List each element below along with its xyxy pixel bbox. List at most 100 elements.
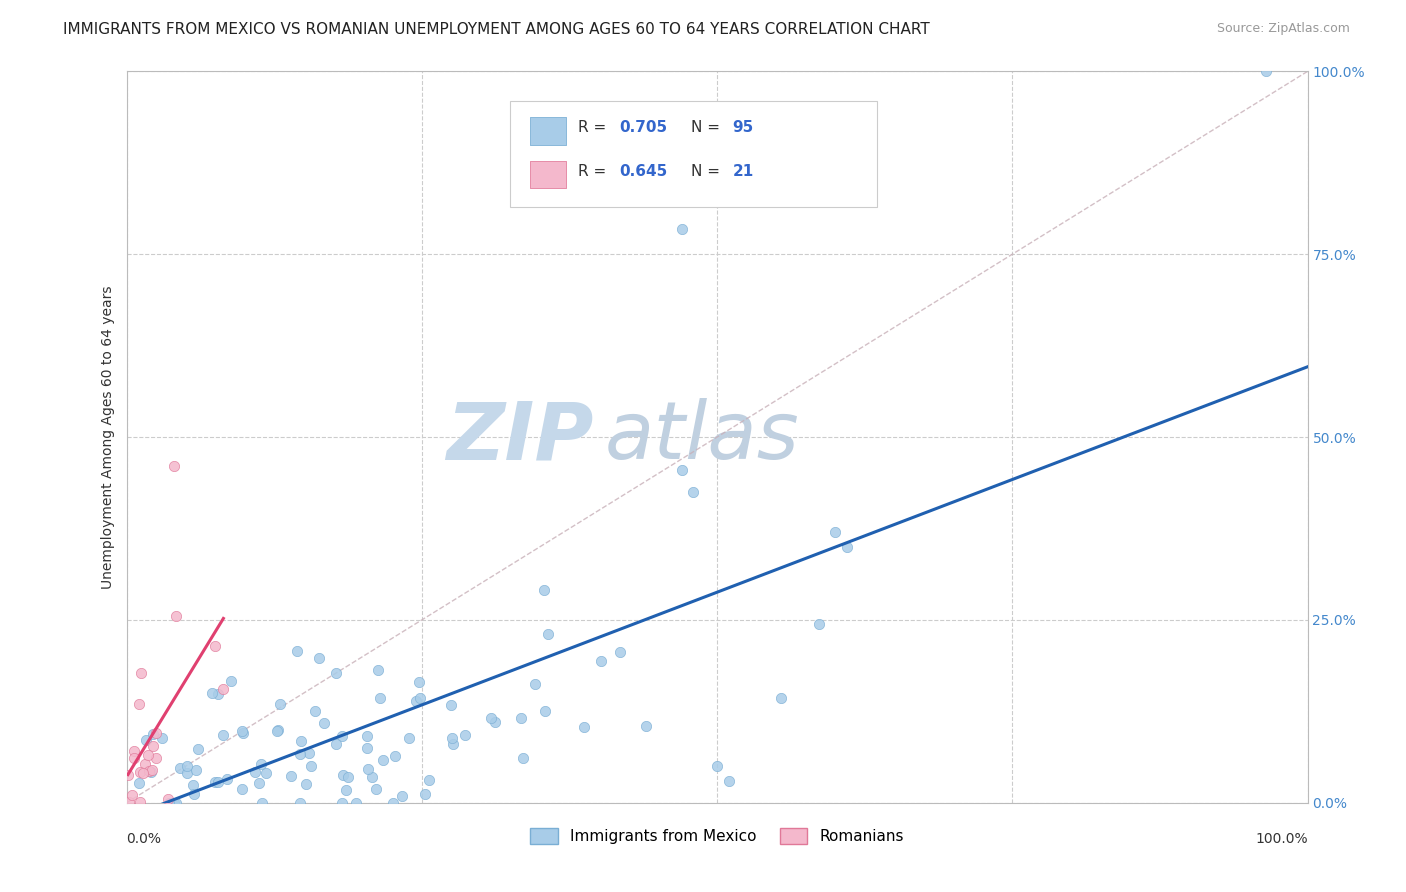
Point bbox=[128, 776, 150, 790]
Point bbox=[367, 663, 389, 677]
Point bbox=[138, 764, 160, 778]
Point bbox=[290, 747, 312, 761]
Point bbox=[145, 751, 167, 765]
Point bbox=[201, 686, 224, 700]
Point bbox=[207, 775, 229, 789]
Point bbox=[441, 737, 464, 751]
Text: R =: R = bbox=[578, 164, 610, 179]
Point bbox=[1256, 64, 1278, 78]
Point bbox=[176, 766, 198, 780]
Point bbox=[117, 767, 139, 781]
Point bbox=[231, 723, 253, 738]
Point bbox=[247, 776, 270, 790]
Point bbox=[128, 697, 150, 711]
Text: 95: 95 bbox=[733, 120, 754, 136]
Point bbox=[304, 704, 326, 718]
Point bbox=[335, 782, 357, 797]
Text: IMMIGRANTS FROM MEXICO VS ROMANIAN UNEMPLOYMENT AMONG AGES 60 TO 64 YEARS CORREL: IMMIGRANTS FROM MEXICO VS ROMANIAN UNEMP… bbox=[63, 22, 929, 37]
Point bbox=[382, 796, 405, 810]
Point bbox=[219, 673, 242, 688]
Point bbox=[134, 757, 156, 772]
Point bbox=[207, 687, 229, 701]
Point bbox=[169, 761, 191, 775]
Point bbox=[231, 781, 253, 796]
Bar bbox=[530, 117, 565, 145]
Point bbox=[330, 796, 353, 810]
Point bbox=[357, 763, 380, 777]
Point bbox=[121, 789, 143, 803]
Point bbox=[835, 540, 858, 554]
Point bbox=[824, 525, 846, 540]
Point bbox=[212, 682, 235, 697]
Point bbox=[135, 733, 157, 747]
Point bbox=[537, 626, 560, 640]
Point bbox=[267, 723, 290, 738]
Point bbox=[717, 773, 740, 788]
Text: 0.645: 0.645 bbox=[619, 164, 668, 179]
Point bbox=[150, 731, 173, 745]
Point bbox=[325, 666, 347, 681]
Point bbox=[176, 759, 198, 773]
Point bbox=[591, 654, 613, 668]
Point bbox=[370, 691, 392, 706]
Point bbox=[136, 748, 159, 763]
Point bbox=[440, 698, 463, 712]
Point bbox=[769, 690, 792, 705]
Point bbox=[671, 463, 693, 477]
Point bbox=[299, 759, 322, 773]
Text: N =: N = bbox=[692, 164, 725, 179]
Point bbox=[405, 694, 427, 708]
Text: 100.0%: 100.0% bbox=[1256, 832, 1308, 846]
Point bbox=[163, 459, 186, 474]
Text: R =: R = bbox=[578, 120, 610, 136]
Point bbox=[479, 711, 502, 725]
Text: 21: 21 bbox=[733, 164, 754, 179]
Point bbox=[356, 741, 378, 756]
Point bbox=[142, 739, 165, 754]
Point bbox=[118, 795, 141, 809]
Point bbox=[408, 675, 430, 690]
Point bbox=[332, 729, 354, 743]
Point bbox=[682, 485, 704, 500]
Point bbox=[245, 765, 267, 780]
Text: Source: ZipAtlas.com: Source: ZipAtlas.com bbox=[1216, 22, 1350, 36]
Point bbox=[254, 766, 277, 780]
Point bbox=[484, 714, 506, 729]
Point bbox=[364, 781, 387, 796]
Point bbox=[308, 650, 330, 665]
Point bbox=[533, 704, 555, 718]
Point bbox=[141, 763, 163, 777]
Point bbox=[280, 769, 302, 783]
Point bbox=[441, 731, 464, 745]
Point bbox=[250, 796, 273, 810]
Point bbox=[510, 711, 533, 725]
Point bbox=[215, 772, 238, 786]
Point bbox=[295, 777, 318, 791]
Point bbox=[325, 737, 347, 751]
Point bbox=[418, 772, 440, 787]
Point bbox=[332, 768, 354, 782]
Point bbox=[141, 765, 163, 780]
Text: 0.0%: 0.0% bbox=[127, 832, 162, 846]
Point bbox=[184, 763, 207, 777]
Bar bbox=[530, 117, 565, 145]
Point bbox=[413, 787, 436, 801]
Point bbox=[524, 677, 547, 691]
Bar bbox=[530, 161, 565, 188]
Point bbox=[609, 645, 631, 659]
Point bbox=[391, 789, 413, 804]
Point bbox=[232, 726, 254, 740]
Point bbox=[636, 719, 658, 733]
Legend: Immigrants from Mexico, Romanians: Immigrants from Mexico, Romanians bbox=[524, 822, 910, 850]
Point bbox=[129, 795, 152, 809]
Point bbox=[269, 697, 291, 711]
Point bbox=[211, 727, 233, 741]
Point bbox=[132, 766, 155, 780]
Point bbox=[533, 583, 555, 598]
Point bbox=[165, 609, 187, 624]
Text: N =: N = bbox=[692, 120, 725, 136]
Point bbox=[129, 666, 152, 681]
Point bbox=[249, 756, 271, 771]
Point bbox=[454, 728, 477, 742]
Point bbox=[298, 746, 321, 760]
